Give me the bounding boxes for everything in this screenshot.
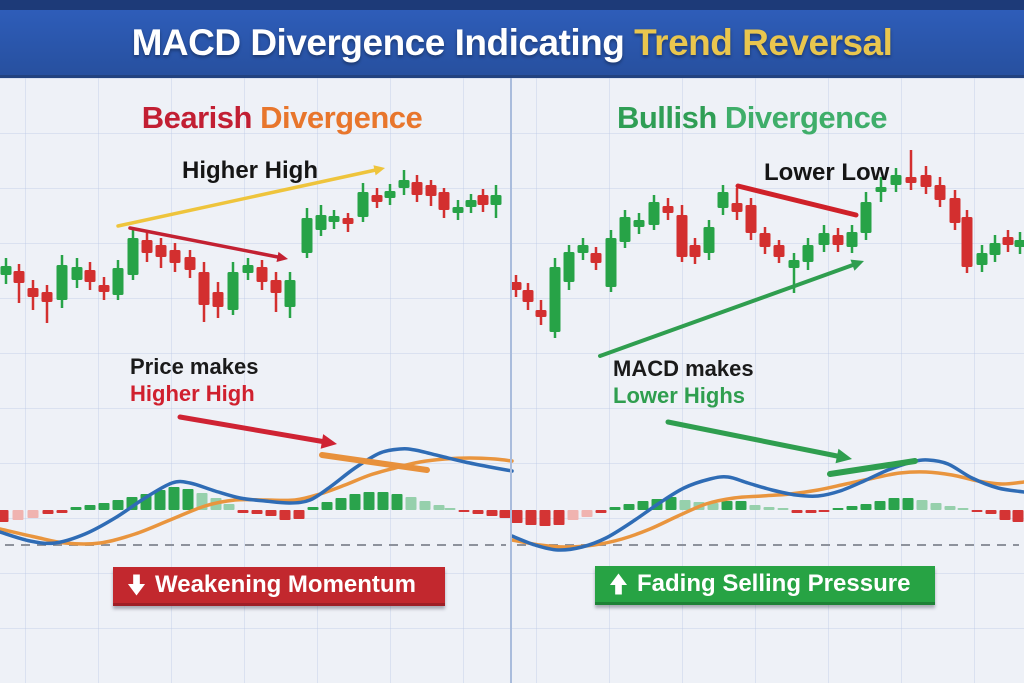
price-lower-trend-arrow (128, 226, 288, 263)
annotation-text: MACD makes (613, 356, 754, 381)
bearish-chart (0, 165, 514, 546)
lower-low-trendline (735, 183, 859, 218)
header-banner: MACD Divergence Indicating Trend Reversa… (0, 0, 1024, 78)
bullish-macd-histogram (511, 497, 1024, 526)
bearish-candles (0, 170, 502, 323)
higher-high-label: Higher High (182, 157, 318, 184)
higher-high-arrow (116, 165, 385, 228)
annotation-text: Price makes (130, 354, 259, 379)
lower-low-label: Lower Low (764, 159, 890, 186)
bearish-macd-annotation: Price makes Higher High (130, 353, 258, 407)
annotation-text-accent: Higher High (130, 381, 255, 406)
fading-selling-pressure-banner: Fading Selling Pressure (595, 566, 935, 605)
macd-annotation-arrow (665, 419, 852, 464)
bearish-macd-histogram (0, 487, 511, 522)
page-title-accent: Trend Reversal (634, 21, 893, 63)
page-title-main: MACD Divergence Indicating (131, 21, 635, 63)
bullish-candles (510, 150, 1024, 338)
down-arrow-icon (127, 574, 146, 596)
bearish-panel-title: Bearish Divergence (141, 100, 423, 135)
panel-divider (510, 78, 512, 683)
bullish-macd-annotation: MACD makes Lower Highs (613, 355, 754, 409)
banner-label: Fading Selling Pressure (637, 570, 911, 597)
banner-label: Weakening Momentum (155, 571, 416, 598)
bullish-chart (510, 150, 1024, 552)
bullish-reversal-arrow (598, 259, 864, 358)
page-title: MACD Divergence Indicating Trend Reversa… (132, 22, 893, 64)
annotation-text-accent: Lower Highs (613, 383, 746, 408)
macd-annotation-arrow (177, 414, 337, 449)
bullish-panel-title: Bullish Divergence (616, 100, 888, 135)
up-arrow-icon (609, 573, 628, 595)
weakening-momentum-banner: Weakening Momentum (113, 567, 445, 606)
